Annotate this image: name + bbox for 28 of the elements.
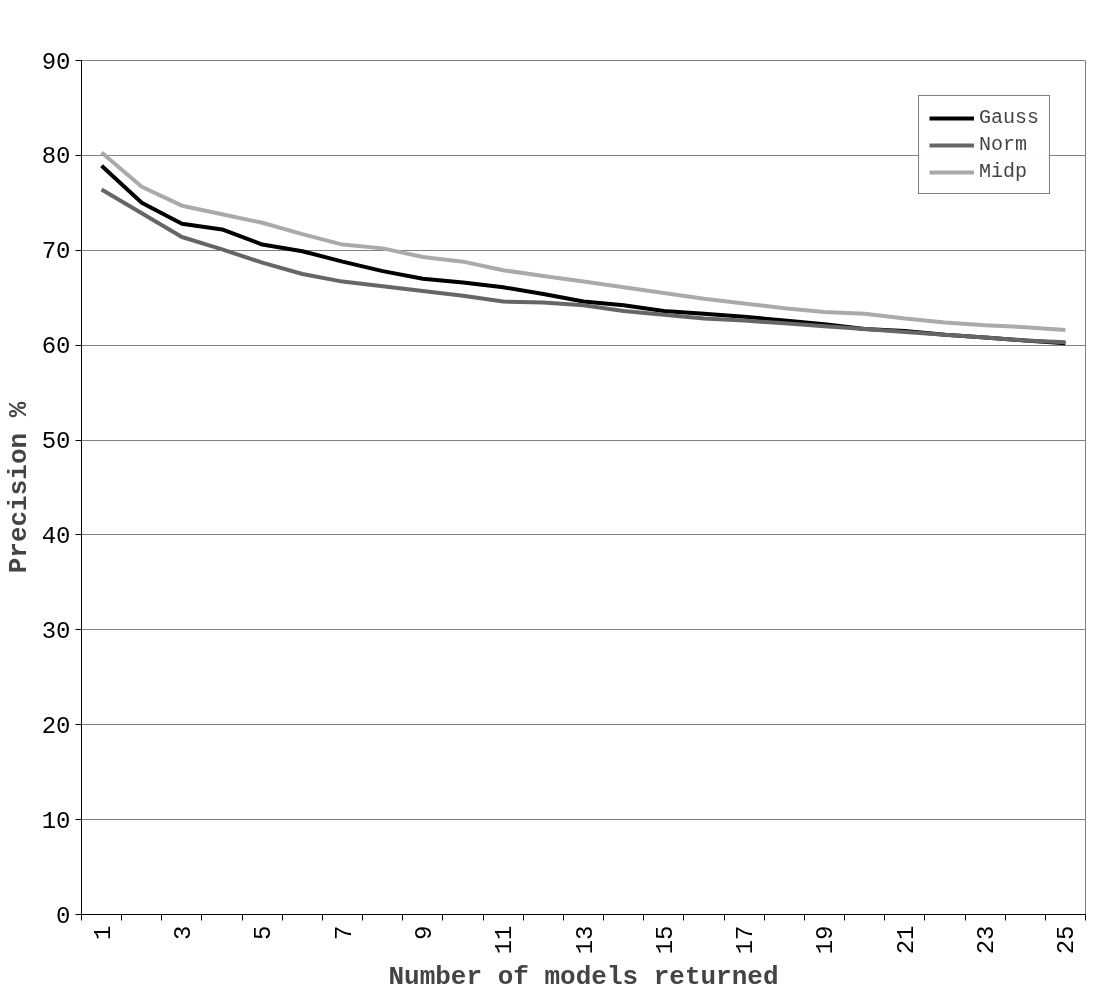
legend-label: Midp [978,160,1027,183]
x-tick-label: 17 [732,925,760,955]
y-tick-label: 10 [41,807,71,835]
x-tick-label: 13 [571,925,599,955]
x-tick-label: 1 [89,925,117,940]
x-tick-label: 21 [892,925,920,955]
y-tick-label: 70 [41,238,71,266]
x-tick-label: 9 [410,925,438,940]
legend-label: Gauss [978,106,1039,129]
legend-label: Norm [978,133,1027,156]
y-tick-label: 50 [41,428,71,456]
y-tick-label: 0 [56,902,71,930]
x-tick-label: 7 [330,925,358,940]
y-tick-label: 90 [41,48,71,76]
x-tick-label: 3 [169,925,197,940]
y-tick-label: 60 [41,333,71,361]
x-tick-label: 23 [973,925,1001,955]
x-tick-label: 15 [651,925,679,955]
y-tick-label: 40 [41,522,71,550]
x-tick-label: 11 [491,925,519,955]
y-axis-title: Precision % [3,401,34,574]
x-axis-title: Number of models returned [388,962,779,993]
x-tick-label: 25 [1053,925,1081,955]
y-tick-label: 20 [41,712,71,740]
x-tick-label: 5 [250,925,278,940]
y-tick-label: 30 [41,617,71,645]
y-tick-label: 80 [41,143,71,171]
x-tick-label: 19 [812,925,840,955]
